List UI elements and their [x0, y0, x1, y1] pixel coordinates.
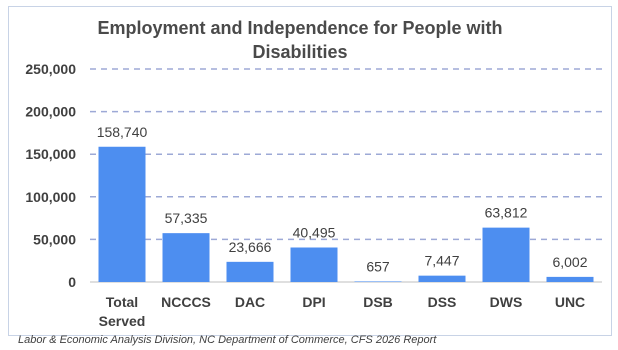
bar [418, 275, 466, 282]
x-tick-label: UNC [555, 294, 585, 310]
chart-title: Employment and Independence for People w… [97, 18, 503, 62]
data-label: 657 [366, 258, 390, 274]
y-tick-label: 50,000 [33, 231, 76, 247]
x-tick-label: DAC [235, 294, 265, 310]
data-label: 63,812 [485, 205, 528, 221]
x-tick-label: DWS [490, 294, 523, 310]
y-tick-label: 0 [68, 274, 76, 290]
data-label: 23,666 [229, 239, 272, 255]
bar [546, 276, 594, 282]
y-tick-label: 250,000 [25, 61, 76, 77]
bar [226, 261, 274, 282]
bar [482, 227, 530, 282]
bar [162, 233, 210, 282]
x-tick-label: DSB [363, 294, 393, 310]
y-tick-label: 150,000 [25, 146, 76, 162]
bar [98, 146, 146, 282]
y-tick-label: 100,000 [25, 189, 76, 205]
data-label: 6,002 [552, 254, 587, 270]
source-note: Labor & Economic Analysis Division, NC D… [18, 334, 437, 346]
bar [290, 247, 338, 282]
x-tick-label: DPI [302, 294, 325, 310]
bar [354, 281, 402, 282]
data-label: 40,495 [293, 224, 336, 240]
x-tick-label: NCCCS [161, 294, 211, 310]
data-label: 7,447 [424, 253, 459, 269]
x-tick-label: Served [99, 313, 146, 329]
x-tick-label: Total [106, 294, 138, 310]
data-label: 57,335 [165, 210, 208, 226]
y-tick-label: 200,000 [25, 104, 76, 120]
x-tick-label: DSS [428, 294, 457, 310]
data-label: 158,740 [97, 124, 148, 140]
